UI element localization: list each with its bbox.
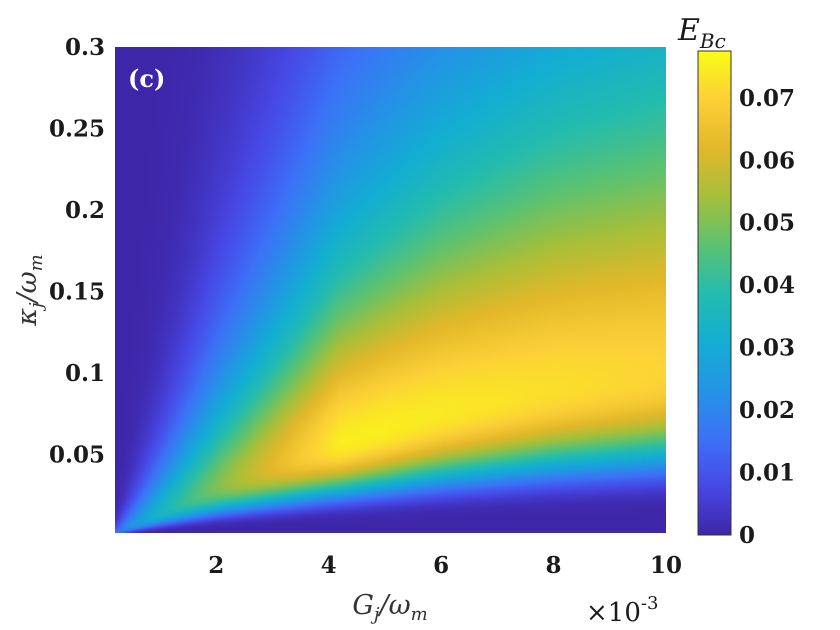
y-tick-label: 0.1	[65, 360, 105, 387]
panel-label: (c)	[128, 64, 165, 93]
x-tick-label: 6	[433, 552, 449, 579]
colorbar-title: EBc	[677, 13, 726, 53]
y-tick-label: 0.3	[65, 34, 105, 61]
y-tick-label: 0.15	[49, 279, 105, 306]
x-multiplier: ×10-3	[586, 593, 658, 628]
colorbar-ticks: 0 0.01 0.02 0.03 0.04 0.05 0.06 0.07	[739, 85, 795, 549]
heatmap-image	[115, 47, 666, 533]
y-axis-ticks: 0.05 0.1 0.15 0.2 0.25 0.3	[49, 34, 105, 469]
plot-area	[115, 47, 666, 533]
svg-text:×10-3: ×10-3	[586, 593, 658, 628]
colorbar-tick-label: 0.05	[739, 210, 795, 237]
x-tick-label: 4	[321, 552, 337, 579]
colorbar	[697, 50, 732, 536]
x-axis-ticks: 2 4 6 8 10	[208, 552, 682, 579]
colorbar-tick-label: 0.04	[739, 272, 795, 299]
colorbar-gradient	[697, 50, 732, 536]
svg-text:Gj/ωm: Gj/ωm	[352, 590, 427, 625]
x-tick-label: 8	[546, 552, 562, 579]
colorbar-tick-label: 0.07	[739, 85, 795, 112]
svg-text:EBc: EBc	[677, 13, 726, 53]
colorbar-tick-label: 0	[739, 522, 755, 549]
y-tick-label: 0.2	[65, 197, 105, 224]
colorbar-tick-label: 0.06	[739, 147, 795, 174]
colorbar-tick-label: 0.03	[739, 335, 795, 362]
colorbar-tick-label: 0.01	[739, 460, 795, 487]
x-tick-label: 10	[650, 552, 682, 579]
y-tick-label: 0.25	[49, 116, 105, 143]
y-tick-label: 0.05	[49, 442, 105, 469]
y-axis-label: κj/ωm	[12, 254, 47, 327]
x-axis-label: Gj/ωm	[352, 590, 427, 625]
svg-text:κj/ωm: κj/ωm	[12, 254, 47, 327]
x-tick-label: 2	[208, 552, 224, 579]
colorbar-tick-label: 0.02	[739, 397, 795, 424]
